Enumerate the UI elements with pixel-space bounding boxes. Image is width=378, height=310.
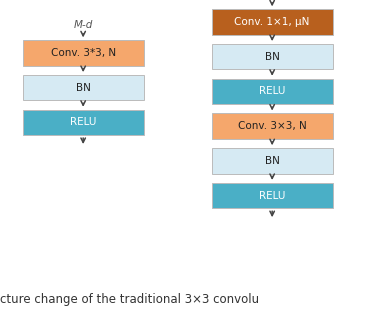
Text: BN: BN xyxy=(265,52,280,62)
FancyBboxPatch shape xyxy=(212,183,333,208)
Text: cture change of the traditional 3×3 convolu: cture change of the traditional 3×3 conv… xyxy=(0,293,259,306)
Text: Conv. 1×1, μN: Conv. 1×1, μN xyxy=(234,17,310,27)
FancyBboxPatch shape xyxy=(23,110,144,135)
Text: BN: BN xyxy=(76,83,91,93)
FancyBboxPatch shape xyxy=(212,79,333,104)
FancyBboxPatch shape xyxy=(23,40,144,66)
Text: RELU: RELU xyxy=(259,191,285,201)
Text: M-d: M-d xyxy=(73,20,93,30)
Text: Conv. 3×3, N: Conv. 3×3, N xyxy=(238,121,307,131)
FancyBboxPatch shape xyxy=(212,113,333,139)
FancyBboxPatch shape xyxy=(212,44,333,69)
Text: BN: BN xyxy=(265,156,280,166)
Text: RELU: RELU xyxy=(70,117,96,127)
FancyBboxPatch shape xyxy=(212,148,333,174)
Text: RELU: RELU xyxy=(259,86,285,96)
FancyBboxPatch shape xyxy=(212,9,333,35)
FancyBboxPatch shape xyxy=(23,75,144,100)
Text: Conv. 3*3, N: Conv. 3*3, N xyxy=(51,48,116,58)
